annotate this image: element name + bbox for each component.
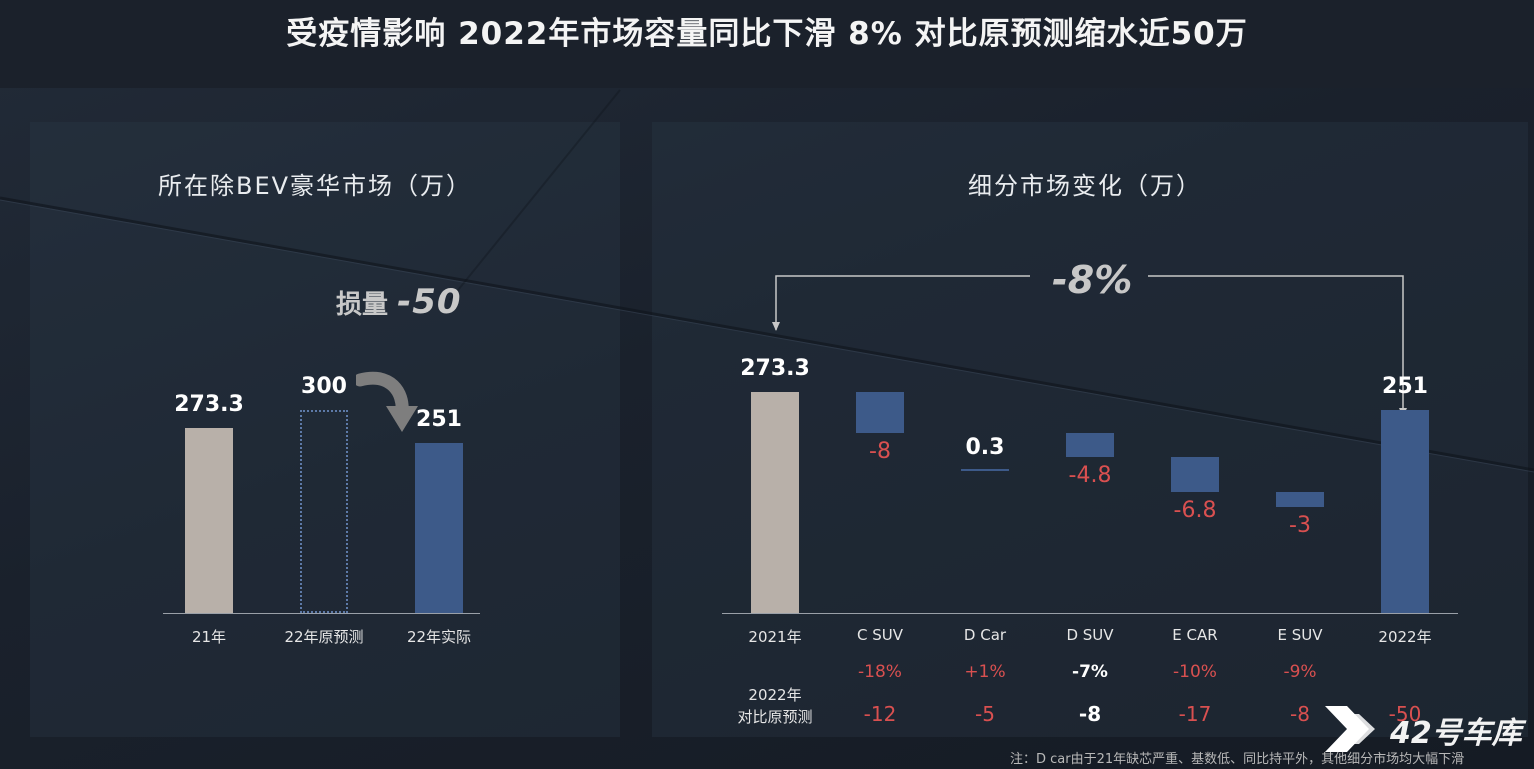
yoy-change-1: -18% (858, 662, 902, 682)
waterfall-x-label-5: E SUV (1277, 626, 1323, 644)
loss-value: -50 (397, 282, 462, 322)
waterfall-bar-6 (1381, 410, 1429, 613)
vs-forecast-4: -17 (1178, 702, 1212, 726)
vs-forecast-5: -8 (1290, 702, 1310, 726)
waterfall-value-5: -3 (1289, 513, 1311, 539)
waterfall-x-label-3: D SUV (1066, 626, 1114, 644)
waterfall-bar-3 (1066, 432, 1114, 458)
vs-forecast-6: -50 (1388, 702, 1422, 726)
waterfall-bar-4 (1171, 457, 1219, 492)
waterfall-x-label-1: C SUV (856, 626, 903, 644)
waterfall-value-2: 0.3 (965, 434, 1005, 460)
overall-change-label: -8% (1052, 258, 1133, 302)
waterfall-x-label-6: 2022年 (1378, 628, 1432, 646)
vs-forecast-3: -8 (1078, 702, 1102, 726)
waterfall-bar-5 (1276, 491, 1324, 508)
vs-forecast-1: -12 (863, 702, 897, 726)
left-chart-title: 所在除BEV豪华市场（万） (158, 172, 473, 200)
yoy-change-5: -9% (1283, 662, 1317, 682)
left-x-label-0: 21年 (191, 628, 227, 646)
row-label-2022: 2022年 (748, 686, 802, 704)
left-x-axis (163, 613, 480, 614)
right-x-axis (722, 613, 1458, 614)
waterfall-x-label-4: E CAR (1172, 626, 1218, 644)
yoy-change-3: -7% (1072, 662, 1108, 682)
waterfall-value-1: -8 (869, 438, 891, 464)
left-x-label-1: 22年原预测 (284, 628, 364, 646)
waterfall-x-label-0: 2021年 (748, 628, 802, 646)
left-bar-value-0: 273.3 (174, 392, 244, 417)
yoy-change-2: +1% (964, 662, 1006, 682)
waterfall-value-4: -6.8 (1173, 497, 1217, 523)
left-bar-value-2: 251 (416, 407, 462, 433)
left-bar-0 (185, 428, 233, 613)
waterfall-bar-1 (856, 392, 904, 433)
loss-annotation: 损量 -50 (336, 282, 462, 322)
vs-forecast-2: -5 (975, 702, 995, 726)
waterfall-x-label-2: D Car (963, 626, 1007, 644)
42-garage-logo-icon (1325, 706, 1375, 752)
waterfall-bar-2 (961, 468, 1009, 471)
curved-arrow-icon (356, 371, 418, 432)
left-x-label-2: 22年实际 (406, 628, 472, 646)
left-bar-2 (415, 443, 463, 613)
waterfall-value-3: -4.8 (1068, 463, 1112, 489)
brand-name: 42号车库 (1390, 716, 1522, 751)
waterfall-bar-0 (751, 392, 799, 613)
title-band (0, 0, 1534, 88)
footnote: 注：D car由于21年缺芯严重、基数低、同比持平外，其他细分市场均大幅下滑 (1010, 752, 1465, 767)
row-label-vs-forecast: 对比原预测 (737, 708, 813, 726)
loss-label: 损量 (336, 290, 389, 320)
right-chart-title: 细分市场变化（万） (968, 172, 1202, 200)
left-bar-value-1: 300 (301, 373, 347, 399)
left-panel (30, 122, 620, 737)
yoy-change-4: -10% (1173, 662, 1217, 682)
waterfall-value-6: 251 (1382, 374, 1428, 400)
page-title: 受疫情影响 2022年市场容量同比下滑 8% 对比原预测缩水近50万 (286, 16, 1248, 52)
waterfall-value-0: 273.3 (740, 356, 810, 381)
left-bar-1 (300, 409, 348, 613)
